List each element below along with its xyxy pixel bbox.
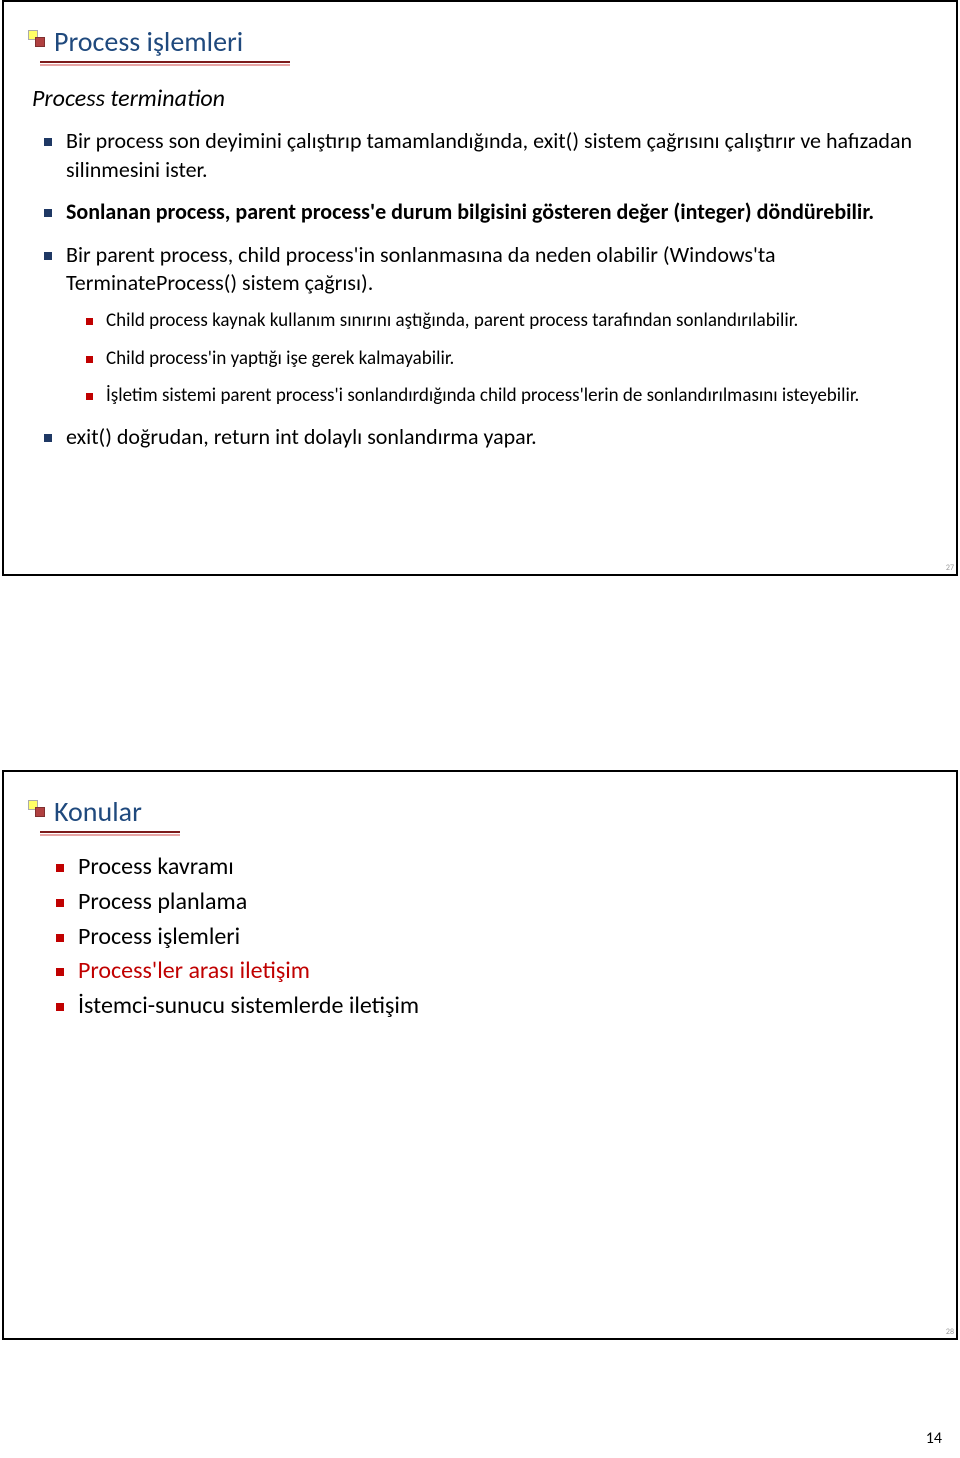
topic-item-active: Process'ler arası iletişim <box>78 954 932 989</box>
slide-subtitle: Process termination <box>32 84 928 113</box>
title-underline <box>40 831 956 836</box>
sub-bullet-item: Child process'in yaptığı işe gerek kalma… <box>106 346 928 372</box>
sub-bullet-item: İşletim sistemi parent process'i sonland… <box>106 383 928 409</box>
topic-text: Process planlama <box>78 887 247 916</box>
sub-bullet-text: İşletim sistemi parent process'i sonland… <box>106 384 859 407</box>
page: Process işlemleri Process termination Bi… <box>0 0 960 1458</box>
bullet-item: exit() doğrudan, return int dolaylı sonl… <box>66 423 928 452</box>
bullet-text: Bir parent process, child process'in son… <box>66 241 776 297</box>
topic-text: Process'ler arası iletişim <box>78 956 310 985</box>
slide-process-islemleri: Process işlemleri Process termination Bi… <box>2 0 958 576</box>
topic-item: Process planlama <box>78 885 932 920</box>
topic-item: Process işlemleri <box>78 920 932 955</box>
topic-item: Process kavramı <box>78 850 932 885</box>
topic-text: Process kavramı <box>78 852 234 881</box>
bullet-list: Bir process son deyimini çalıştırıp tama… <box>32 127 928 451</box>
topics-list: Process kavramı Process planlama Process… <box>56 850 932 1024</box>
slide-konular: Konular Process kavramı Process planlama… <box>2 770 958 1340</box>
topic-text: İstemci-sunucu sistemlerde iletişim <box>78 991 419 1020</box>
bullet-item: Bir parent process, child process'in son… <box>66 241 928 409</box>
slide-page-number: 27 <box>946 563 954 573</box>
topic-text: Process işlemleri <box>78 922 240 951</box>
bullet-item: Sonlanan process, parent process'e durum… <box>66 198 928 227</box>
slide-title: Konular <box>54 794 956 829</box>
bullet-text: Sonlanan process, parent process'e durum… <box>66 198 874 225</box>
bullet-text: Bir process son deyimini çalıştırıp tama… <box>66 127 912 183</box>
sub-bullet-text: Child process'in yaptığı işe gerek kalma… <box>106 347 454 370</box>
slide-title-block: Konular <box>28 794 956 836</box>
sub-bullet-text: Child process kaynak kullanım sınırını a… <box>106 309 798 332</box>
slide-title-block: Process işlemleri <box>28 24 956 66</box>
slide-content: Process kavramı Process planlama Process… <box>4 836 956 1024</box>
topic-item: İstemci-sunucu sistemlerde iletişim <box>78 989 932 1024</box>
title-underline <box>40 61 956 66</box>
bullet-text: exit() doğrudan, return int dolaylı sonl… <box>66 423 537 450</box>
slide-content: Process termination Bir process son deyi… <box>4 66 956 451</box>
bullet-item: Bir process son deyimini çalıştırıp tama… <box>66 127 928 184</box>
sub-bullet-list: Child process kaynak kullanım sınırını a… <box>66 308 928 409</box>
slide-title: Process işlemleri <box>54 24 956 59</box>
page-footer-number: 14 <box>926 1429 942 1448</box>
slide-page-number: 28 <box>946 1327 954 1337</box>
sub-bullet-item: Child process kaynak kullanım sınırını a… <box>106 308 928 334</box>
